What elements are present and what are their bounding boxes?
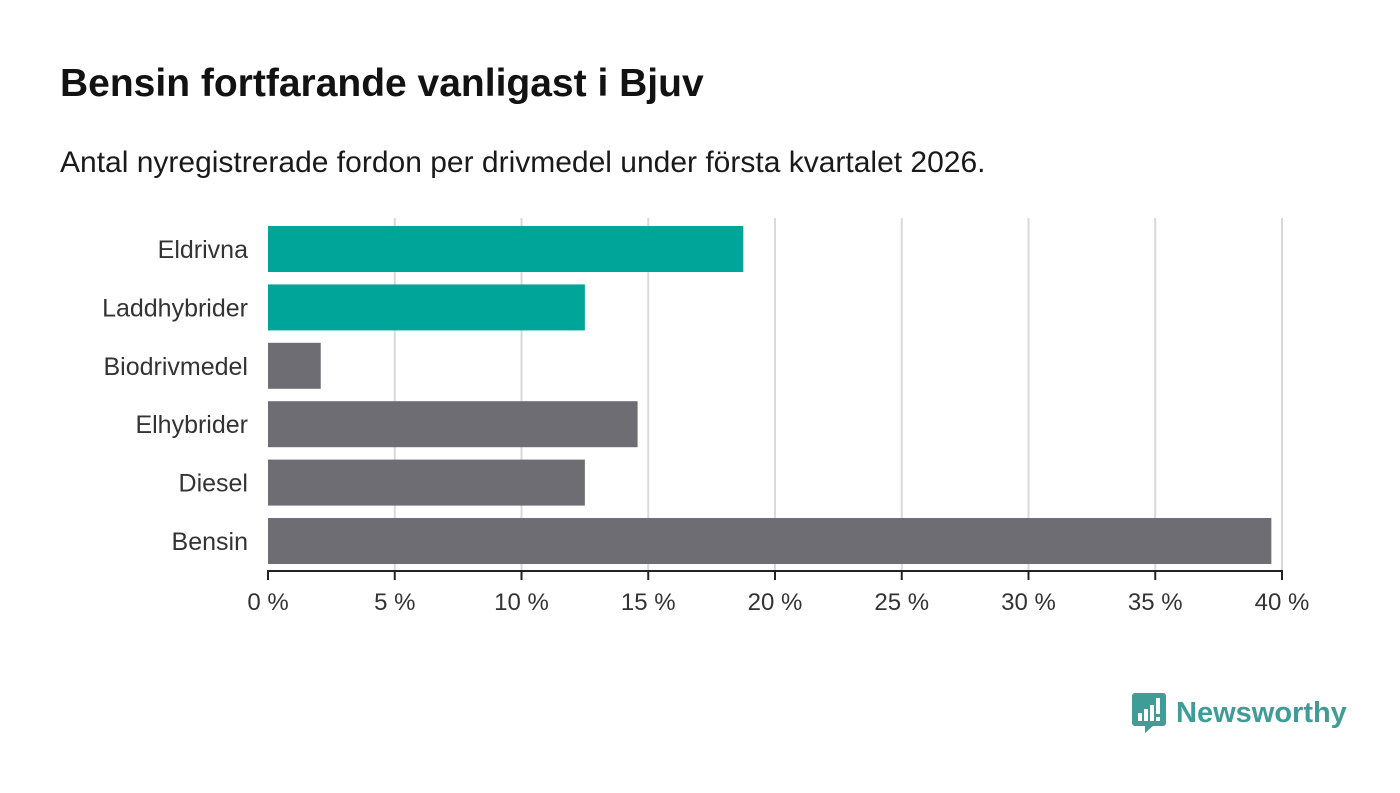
newsworthy-logo: Newsworthy [1132, 692, 1347, 734]
category-label: Elhybrider [135, 411, 248, 439]
x-tick-label: 10 % [494, 589, 549, 616]
chart-title: Bensin fortfarande vanligast i Bjuv [60, 62, 704, 105]
bar-chart: 0 % 5 % 10 % 15 % 20 % 25 % 30 % 35 % 40 % Eldri… [102, 218, 1310, 616]
x-tick-label: 35 % [1128, 589, 1183, 616]
bar-eldrivna [268, 226, 744, 272]
x-tick-label: 30 % [1001, 589, 1056, 616]
category-label: Biodrivmedel [103, 353, 248, 381]
brand-name: Newsworthy [1176, 696, 1347, 729]
x-tick-label: 15 % [621, 589, 676, 616]
bar-bensin [268, 518, 1272, 564]
bar-elhybrider [268, 401, 638, 448]
category-label: Bensin [172, 528, 248, 556]
x-axis: 0 % 5 % 10 % 15 % 20 % 25 % 30 % 35 % 40 % [247, 570, 1310, 616]
x-tick-label: 5 % [374, 589, 415, 616]
bar-biodrivmedel [268, 342, 321, 389]
x-tick-label: 20 % [748, 589, 803, 616]
x-tick-label: 0 % [247, 589, 288, 616]
category-label: Diesel [179, 470, 248, 498]
grid-lines [393, 218, 1283, 571]
category-label: Laddhybrider [102, 294, 248, 322]
chart-subtitle: Antal nyregistrerade fordon per drivmede… [60, 146, 986, 179]
bar-laddhybrider [268, 284, 585, 331]
newsworthy-logo-icon [1132, 693, 1166, 733]
bar-diesel [268, 459, 585, 506]
x-tick-label: 25 % [874, 589, 929, 616]
category-label: Eldrivna [158, 236, 248, 264]
x-tick-label: 40 % [1255, 589, 1310, 616]
bars [268, 226, 1272, 564]
category-labels: Eldrivna Laddhybrider Biodrivmedel Elhybrid… [102, 236, 248, 556]
